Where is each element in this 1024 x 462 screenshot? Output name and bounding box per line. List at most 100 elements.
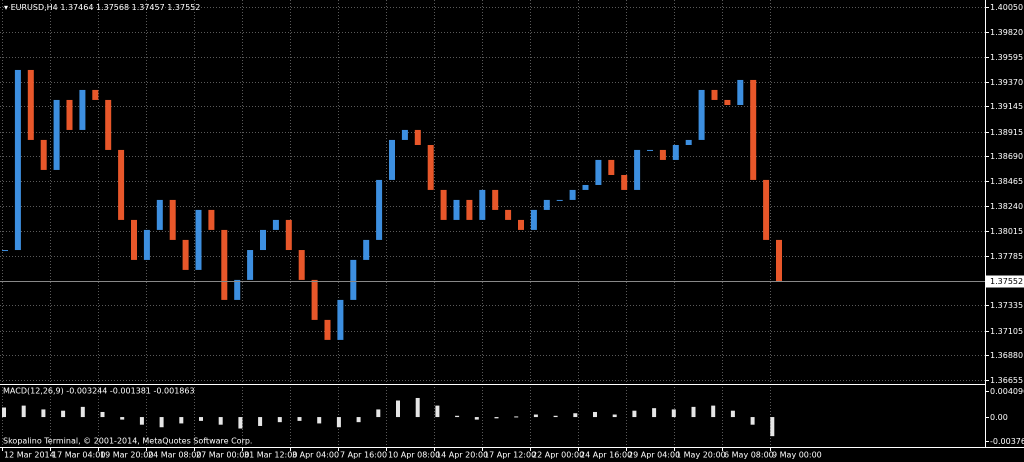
macd-label: MACD(12,26,9) -0.003244 -0.001381 -0.001… [3, 387, 195, 396]
candle [156, 199, 163, 230]
macd-tick-label: 0.004096 [990, 387, 1024, 396]
candle [53, 99, 60, 170]
price-tick-label: 1.37335 [990, 301, 1023, 310]
candle [698, 89, 705, 140]
macd-bar [258, 417, 263, 426]
macd-bar [612, 414, 617, 418]
macd-bar [238, 417, 243, 429]
candle [466, 199, 473, 220]
candle [427, 144, 434, 190]
candle [530, 209, 537, 230]
candle [776, 239, 782, 282]
macd-tick-label: 0.00 [990, 413, 1008, 422]
macd-bar [61, 410, 66, 418]
macd-bar [139, 417, 144, 425]
time-tick-label: 17 Apr 12:00 [484, 451, 536, 460]
price-tick-label: 1.40050 [990, 3, 1023, 12]
price-tick-label: 1.38240 [990, 202, 1023, 211]
time-tick-label: 9 May 00:00 [772, 451, 822, 460]
macd-bar [435, 405, 440, 418]
macd-bar [356, 417, 361, 423]
candle [27, 69, 34, 140]
candle [492, 189, 499, 210]
grid [0, 0, 985, 447]
macd-bar [120, 417, 125, 420]
candle [66, 99, 73, 130]
macd-bar [632, 410, 637, 418]
price-tick-label: 1.39595 [990, 53, 1023, 62]
macd-bar [711, 405, 716, 418]
price-tick-label: 1.38465 [990, 177, 1023, 186]
price-tick-label: 1.39370 [990, 78, 1023, 87]
plot [0, 69, 985, 437]
macd-bar [593, 411, 597, 418]
candle [14, 69, 21, 251]
macd-bar [396, 400, 400, 418]
candle [105, 99, 112, 150]
candle [737, 79, 744, 106]
time-tick-label: 12 Mar 2014 [4, 451, 55, 460]
price-tick-label: 1.37785 [990, 252, 1023, 261]
macd-bar [80, 406, 85, 418]
price-tick-label: 1.39820 [990, 28, 1023, 37]
price-tick-label: 1.36655 [990, 376, 1023, 385]
candle [647, 149, 653, 151]
time-tick-label: 24 Apr 16:00 [580, 451, 632, 460]
macd-bar [691, 406, 696, 418]
time-tick-label: 1 May 20:00 [676, 451, 726, 460]
candle [582, 184, 589, 190]
candle [505, 209, 512, 220]
candle [401, 129, 408, 140]
macd-bar [750, 417, 755, 425]
macd-bar [671, 409, 676, 418]
candle [453, 199, 460, 220]
macd-tick-label: -0.003762 [990, 437, 1024, 446]
macd-bar [376, 409, 381, 418]
macd-bar [159, 417, 164, 428]
current-price-label: 1.37552 [990, 277, 1023, 286]
time-tick-label: 19 Mar 20:00 [100, 451, 153, 460]
price-tick-label: 1.38015 [990, 227, 1023, 236]
open: 1.37464 [60, 3, 93, 12]
candle [518, 219, 524, 230]
candle [621, 174, 628, 190]
candle [595, 159, 602, 185]
time-tick-label: 24 Mar 08:00 [148, 451, 201, 460]
candle [414, 129, 421, 145]
candle [543, 199, 550, 210]
macd-bar [336, 417, 341, 428]
time-tick-label: 27 Mar 00:00 [196, 451, 249, 460]
macd-bar [297, 417, 302, 421]
candle [363, 239, 370, 260]
candle [182, 239, 189, 270]
time-tick-label: 3 Apr 04:00 [292, 451, 339, 460]
time-tick-label: 31 Mar 12:00 [244, 451, 297, 460]
candle [234, 279, 241, 300]
candle [272, 219, 279, 230]
macd-bar [573, 413, 578, 418]
candle [208, 209, 215, 230]
candle [40, 139, 47, 170]
macd-bar [415, 397, 420, 418]
candle [569, 189, 576, 200]
candle [311, 279, 318, 320]
time-tick-label: 6 May 08:00 [724, 451, 774, 460]
copyright: Skopalino Terminal, © 2001-2014, MetaQuo… [3, 437, 252, 446]
macd-bar [474, 417, 479, 420]
candle [685, 139, 692, 145]
candle [556, 199, 563, 201]
candle [92, 89, 99, 100]
close: 1.37552 [167, 3, 200, 12]
header: ▾ EURUSD,H4 1.37464 1.37568 1.37457 1.37… [4, 3, 200, 12]
macd-bar [533, 414, 538, 418]
candle [169, 199, 176, 240]
candle [672, 144, 679, 160]
candle [763, 179, 770, 240]
macd-bar [277, 417, 282, 423]
candle [260, 229, 266, 251]
candle [608, 159, 615, 175]
current-price-box [986, 275, 1024, 288]
low: 1.37457 [132, 3, 165, 12]
time-tick-label: 29 Apr 04:00 [628, 451, 680, 460]
